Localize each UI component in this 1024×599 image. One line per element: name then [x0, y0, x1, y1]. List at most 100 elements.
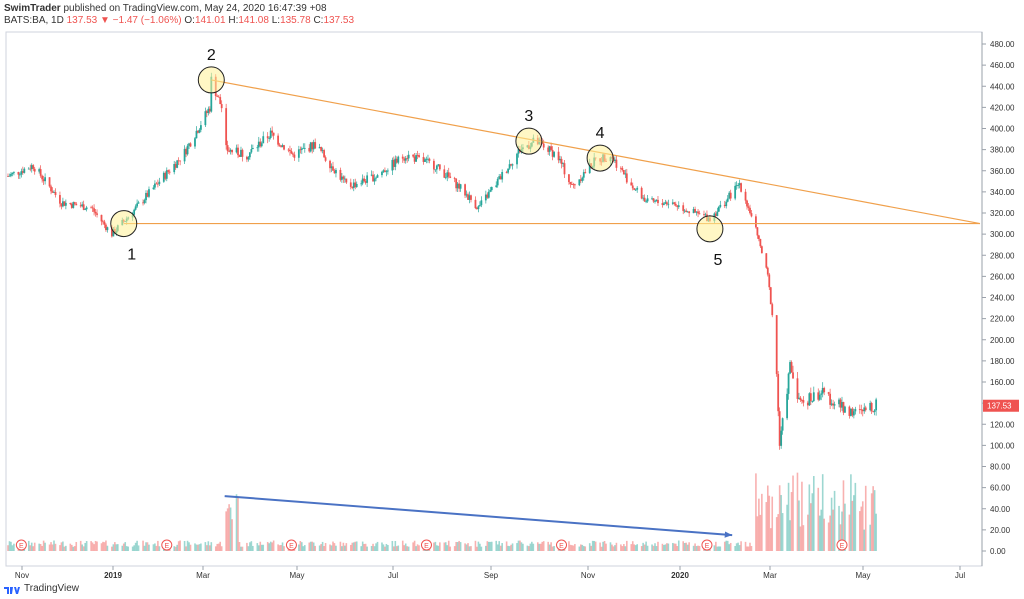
volume-bar — [737, 542, 739, 551]
candle-body — [189, 143, 192, 147]
candle-body — [717, 206, 720, 212]
candle-body — [777, 374, 780, 412]
candle-body — [293, 154, 296, 158]
volume-bar — [8, 541, 11, 551]
volume-bar — [266, 541, 269, 551]
volume-bar — [53, 540, 55, 551]
volume-bar — [756, 516, 759, 551]
volume-bar — [207, 541, 210, 551]
candle-body — [873, 410, 876, 412]
volume-bar — [830, 497, 833, 551]
volume-bar — [259, 541, 262, 551]
candle-body — [584, 172, 587, 174]
volume-bar — [600, 546, 603, 551]
volume-bar — [486, 541, 489, 551]
candle-body — [830, 403, 833, 405]
volume-bar — [246, 542, 248, 551]
volume-bar — [32, 546, 35, 551]
candle-body — [63, 201, 66, 206]
volume-bar — [507, 545, 509, 551]
volume-bar — [588, 543, 591, 551]
volume-bar — [131, 546, 134, 551]
candle-body — [557, 151, 560, 161]
publisher-line: SwimTrader published on TradingView.com,… — [4, 3, 327, 14]
candle-body — [297, 149, 300, 158]
volume-bar — [335, 545, 337, 551]
volume-bar — [249, 542, 251, 551]
volume-bar — [94, 540, 97, 551]
candle-body — [640, 187, 643, 199]
volume-bar — [174, 546, 177, 551]
earnings-icon — [836, 539, 848, 551]
candle-body — [484, 194, 487, 201]
candle-body — [841, 402, 843, 408]
candle-body — [694, 209, 696, 213]
volume-bar — [197, 544, 199, 551]
price-tick-label: 240.00 — [990, 294, 1015, 303]
earnings-label: E — [164, 543, 169, 550]
volume-bar — [499, 545, 502, 551]
candle-body — [766, 267, 769, 275]
candle-body — [432, 160, 435, 170]
candle-body — [165, 170, 168, 179]
volume-bar — [277, 544, 279, 551]
candle-body — [93, 208, 95, 212]
candle-body — [719, 204, 722, 207]
annotation-label-2: 2 — [207, 47, 216, 64]
volume-bar — [355, 541, 358, 551]
earnings-icon — [285, 539, 297, 551]
candle-body — [438, 164, 441, 170]
candle-body — [100, 214, 103, 222]
candle-body — [94, 211, 97, 214]
volume-bar — [474, 540, 477, 551]
candle-body — [802, 400, 805, 403]
candle-body — [207, 108, 210, 114]
volume-bar — [508, 546, 511, 551]
volume-bar — [220, 546, 223, 551]
candle-body — [330, 166, 333, 169]
volume-bar — [839, 524, 842, 551]
candle-body — [303, 147, 306, 149]
candle-body — [194, 138, 196, 147]
candle-body — [81, 204, 84, 207]
candle-body — [354, 182, 357, 188]
candle-body — [42, 179, 45, 182]
volume-bar — [750, 546, 753, 551]
candle-body — [643, 197, 646, 202]
volume-bar — [63, 546, 66, 551]
candle-body — [48, 177, 51, 187]
volume-bar — [572, 545, 575, 551]
candle-body — [467, 194, 469, 200]
candle-body — [480, 200, 483, 206]
volume-bar — [238, 542, 241, 551]
high-value: 141.08 — [238, 15, 269, 26]
candle-body — [158, 181, 161, 185]
candle-body — [360, 183, 363, 185]
volume-bar — [485, 545, 487, 551]
volume-bar — [320, 544, 322, 551]
candle-body — [268, 138, 271, 139]
candle-body — [240, 149, 242, 157]
price-tick-label: 400.00 — [990, 125, 1015, 134]
volume-bar — [446, 545, 449, 551]
volume-bar — [615, 542, 618, 551]
candle-body — [299, 149, 302, 151]
volume-bar — [257, 545, 260, 551]
candle-body — [168, 171, 171, 173]
volume-bar — [173, 546, 176, 551]
volume-bar — [354, 541, 357, 551]
volume-bar — [848, 514, 851, 551]
volume-bar — [381, 542, 383, 551]
candle-body — [412, 154, 415, 157]
candle-body — [179, 160, 182, 162]
volume-bar — [526, 545, 529, 551]
volume-bar — [821, 474, 824, 551]
candle-body — [550, 146, 553, 150]
candle-body — [674, 203, 677, 206]
volume-bar — [434, 541, 437, 551]
candle-body — [728, 192, 731, 199]
candle-body — [821, 387, 824, 394]
candle-body — [167, 170, 170, 172]
volume-bar — [796, 472, 799, 551]
